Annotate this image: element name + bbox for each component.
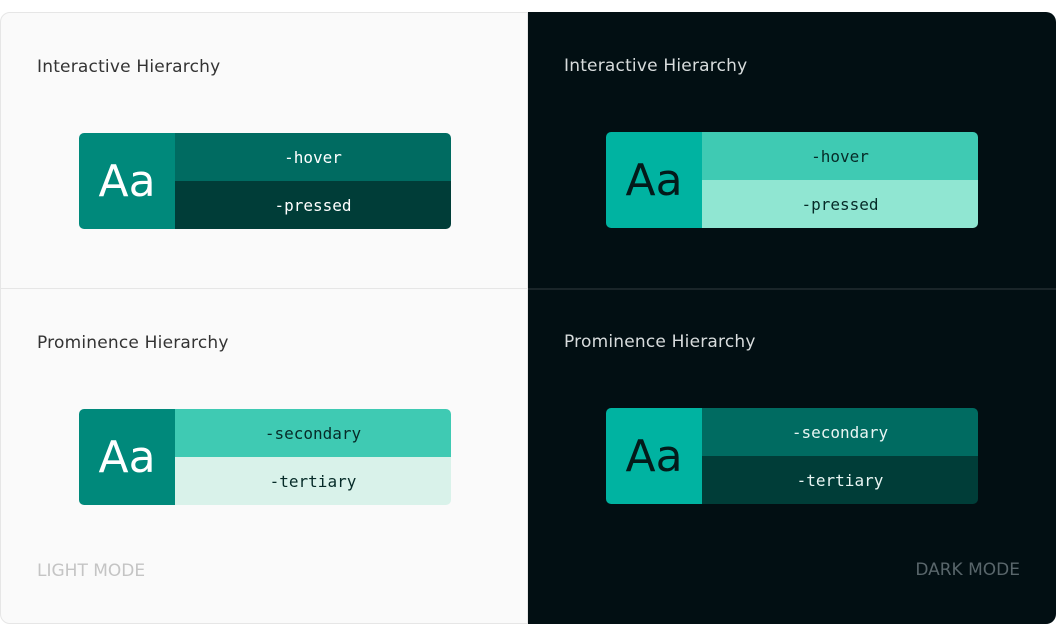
- sample-text: Aa: [79, 409, 175, 505]
- swatch-row-secondary: -secondary: [702, 408, 978, 456]
- light-interactive-panel: Interactive Hierarchy Aa -hover -pressed: [0, 12, 528, 289]
- sample-text: Aa: [79, 133, 175, 229]
- swatch-row-hover: -hover: [702, 132, 978, 180]
- color-swatch: Aa -hover -pressed: [79, 133, 451, 229]
- swatch-row-tertiary: -tertiary: [702, 456, 978, 504]
- mode-label: DARK MODE: [915, 560, 1020, 580]
- color-swatch: Aa -secondary -tertiary: [79, 409, 451, 505]
- sample-text: Aa: [606, 408, 702, 504]
- swatch-row-pressed: -pressed: [175, 181, 451, 229]
- dark-prominence-panel: Prominence Hierarchy Aa -secondary -terti…: [528, 290, 1056, 624]
- color-swatch: Aa -secondary -tertiary: [606, 408, 978, 504]
- sample-text: Aa: [606, 132, 702, 228]
- light-prominence-panel: Prominence Hierarchy Aa -secondary -terti…: [0, 288, 528, 624]
- panel-title: Prominence Hierarchy: [564, 332, 756, 352]
- color-swatch: Aa -hover -pressed: [606, 132, 978, 228]
- panel-title: Prominence Hierarchy: [37, 333, 229, 353]
- swatch-row-tertiary: -tertiary: [175, 457, 451, 505]
- divider: [528, 288, 1056, 290]
- mode-label: LIGHT MODE: [37, 561, 146, 581]
- swatch-row-secondary: -secondary: [175, 409, 451, 457]
- swatch-row-hover: -hover: [175, 133, 451, 181]
- swatch-row-pressed: -pressed: [702, 180, 978, 228]
- panel-title: Interactive Hierarchy: [564, 56, 748, 76]
- dark-interactive-panel: Interactive Hierarchy Aa -hover -pressed: [528, 12, 1056, 288]
- panel-title: Interactive Hierarchy: [37, 57, 221, 77]
